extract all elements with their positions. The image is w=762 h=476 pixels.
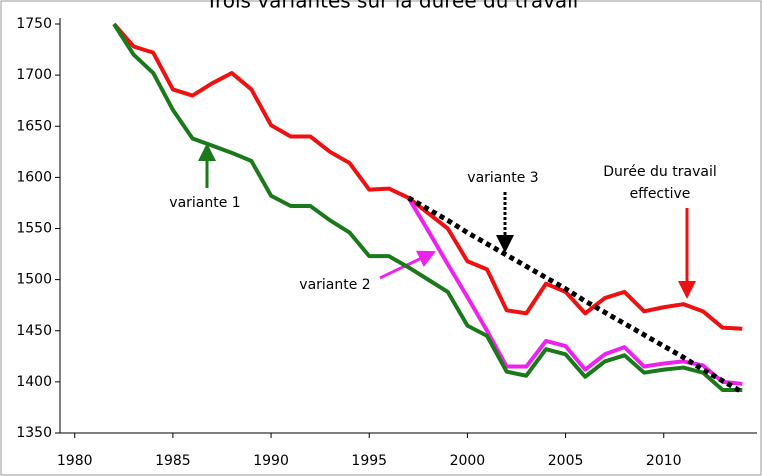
series-line <box>406 196 743 386</box>
annotation: variante 3 <box>467 170 538 186</box>
x-tick-label: 2000 <box>450 453 486 469</box>
y-tick-label: 1400 <box>16 374 52 390</box>
series-line <box>112 22 743 393</box>
annotation: variante 2 <box>299 277 370 293</box>
x-tick-label: 1985 <box>155 453 191 469</box>
y-tick-label: 1550 <box>16 221 52 237</box>
series-line <box>112 22 743 331</box>
y-tick-label: 1450 <box>16 323 52 339</box>
annotation: variante 1 <box>169 195 240 211</box>
x-tick-label: 2010 <box>646 453 682 469</box>
y-tick-label: 1600 <box>16 169 52 185</box>
y-tick-label: 1750 <box>16 16 52 32</box>
y-tick-label: 1700 <box>16 67 52 83</box>
x-tick-label: 2005 <box>548 453 584 469</box>
annotation: effective <box>630 186 691 202</box>
series-line <box>407 195 744 395</box>
x-tick-label: 1980 <box>57 453 93 469</box>
x-tick-label: 1995 <box>351 453 387 469</box>
chart-title: Trois variantes sur la durée du travail <box>205 0 579 13</box>
y-tick-label: 1500 <box>16 272 52 288</box>
x-tick-label: 1990 <box>253 453 289 469</box>
annotation: Durée du travail <box>603 164 716 180</box>
y-tick-label: 1650 <box>16 118 52 134</box>
y-tick-label: 1350 <box>16 425 52 441</box>
